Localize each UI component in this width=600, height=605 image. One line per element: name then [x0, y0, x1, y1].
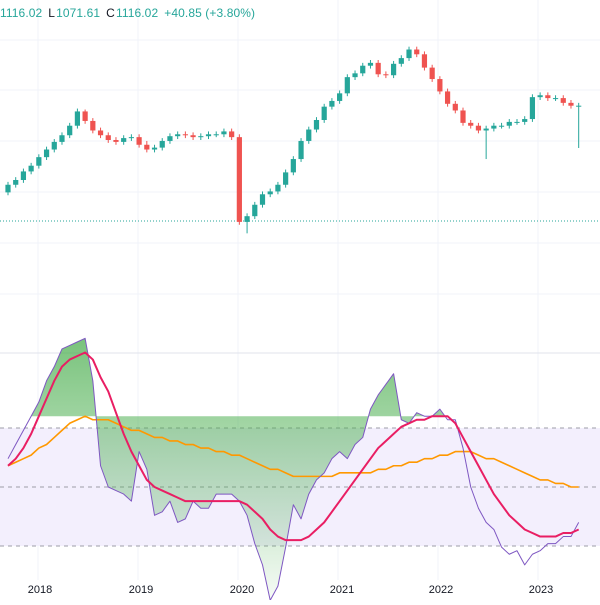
candle-body[interactable]: [545, 95, 551, 99]
candle-body[interactable]: [283, 172, 289, 185]
x-axis-label: 2018: [28, 584, 52, 596]
candle-body[interactable]: [175, 134, 181, 137]
candle-body[interactable]: [121, 138, 127, 142]
rsi-indicator[interactable]: [7, 337, 580, 601]
candle-body[interactable]: [529, 97, 536, 120]
candle-body[interactable]: [151, 147, 158, 150]
x-axis: 2018 2019 2020 2021 2022 2023: [28, 584, 553, 596]
candle-body[interactable]: [475, 125, 482, 131]
candle-body[interactable]: [429, 67, 435, 80]
candle-body[interactable]: [522, 119, 528, 122]
candle-body[interactable]: [360, 65, 366, 74]
legend-close-key: C: [106, 6, 115, 20]
candle-body[interactable]: [97, 130, 104, 136]
candle-body[interactable]: [136, 137, 142, 145]
legend-close-value: 1116.02: [115, 6, 159, 20]
candle-body[interactable]: [352, 73, 358, 78]
candle-body[interactable]: [213, 134, 219, 136]
x-axis-label: 2021: [330, 584, 354, 596]
candle-body[interactable]: [313, 120, 320, 130]
candle-body[interactable]: [236, 137, 242, 222]
candle-body[interactable]: [375, 62, 381, 75]
candle-body[interactable]: [229, 131, 235, 138]
candle-body[interactable]: [198, 136, 204, 138]
candle-body[interactable]: [344, 77, 350, 94]
ohlc-legend: 1116.02 L1071.61 C1116.02 +40.85 (+3.80%): [0, 6, 261, 20]
candle-body[interactable]: [252, 204, 258, 217]
candle-body[interactable]: [13, 180, 19, 185]
candle-body[interactable]: [391, 63, 397, 76]
candle-body[interactable]: [514, 121, 520, 123]
legend-change: +40.85 (+3.80%): [164, 6, 256, 20]
candle-body[interactable]: [568, 102, 574, 106]
candle-body[interactable]: [552, 98, 559, 100]
candle-body[interactable]: [144, 144, 150, 150]
candle-body[interactable]: [337, 93, 343, 101]
candle-body[interactable]: [460, 110, 466, 123]
candle-body[interactable]: [421, 54, 428, 68]
candle-body[interactable]: [498, 125, 505, 127]
candle-body[interactable]: [414, 49, 420, 55]
candle-body[interactable]: [275, 184, 281, 192]
candle-body[interactable]: [128, 137, 134, 139]
candle-body[interactable]: [36, 157, 42, 166]
candle-body[interactable]: [506, 121, 512, 126]
candle-body[interactable]: [483, 128, 489, 131]
candle-body[interactable]: [51, 141, 57, 150]
candle-body[interactable]: [28, 165, 34, 172]
legend-low-value: 1071.61: [56, 6, 101, 20]
x-axis-label: 2023: [529, 584, 553, 596]
candle-body[interactable]: [67, 125, 73, 136]
candle-body[interactable]: [113, 140, 119, 142]
candle-body[interactable]: [43, 149, 50, 158]
candle-body[interactable]: [20, 171, 27, 180]
rsi-slow-ma-line[interactable]: [7, 415, 579, 488]
candle-body[interactable]: [259, 194, 266, 205]
candle-body[interactable]: [398, 58, 404, 64]
rsi-ma-line[interactable]: [7, 351, 580, 542]
candle-body[interactable]: [290, 159, 296, 173]
candle-body[interactable]: [367, 62, 374, 66]
candle-body[interactable]: [537, 95, 543, 98]
candle-body[interactable]: [105, 135, 111, 140]
candlestick-series[interactable]: [5, 46, 582, 234]
candle-body[interactable]: [182, 134, 188, 136]
candle-body[interactable]: [383, 74, 389, 76]
candle-body[interactable]: [90, 120, 96, 131]
x-axis-label: 2019: [129, 584, 153, 596]
candle-body[interactable]: [444, 91, 451, 104]
candle-body[interactable]: [560, 98, 566, 103]
candle-body[interactable]: [82, 111, 88, 121]
candle-body[interactable]: [244, 216, 250, 222]
candle-body[interactable]: [329, 100, 335, 107]
candle-body[interactable]: [306, 129, 312, 141]
candle-body[interactable]: [576, 105, 582, 107]
candle-body[interactable]: [190, 135, 196, 138]
candle-body[interactable]: [452, 103, 458, 111]
candle-body[interactable]: [491, 125, 497, 129]
candle-body[interactable]: [298, 140, 304, 160]
candle-body[interactable]: [406, 49, 412, 59]
candle-body[interactable]: [437, 79, 443, 92]
candle-body[interactable]: [267, 191, 273, 195]
legend-low-key: L: [48, 6, 56, 20]
candle-body[interactable]: [167, 136, 173, 141]
legend-close-partial: 1116.02: [0, 6, 43, 20]
candle-body[interactable]: [205, 134, 212, 137]
rsi-overbought-fill: [31, 338, 446, 601]
rsi-line[interactable]: [7, 337, 580, 601]
candle-body[interactable]: [468, 122, 474, 126]
candle-body[interactable]: [5, 184, 11, 193]
candle-body[interactable]: [321, 106, 327, 120]
x-axis-label: 2022: [429, 584, 453, 596]
candle-body[interactable]: [59, 135, 65, 142]
candle-body[interactable]: [159, 140, 165, 148]
x-axis-label: 2020: [230, 584, 254, 596]
candle-body[interactable]: [221, 131, 227, 135]
candle-body[interactable]: [74, 111, 81, 126]
